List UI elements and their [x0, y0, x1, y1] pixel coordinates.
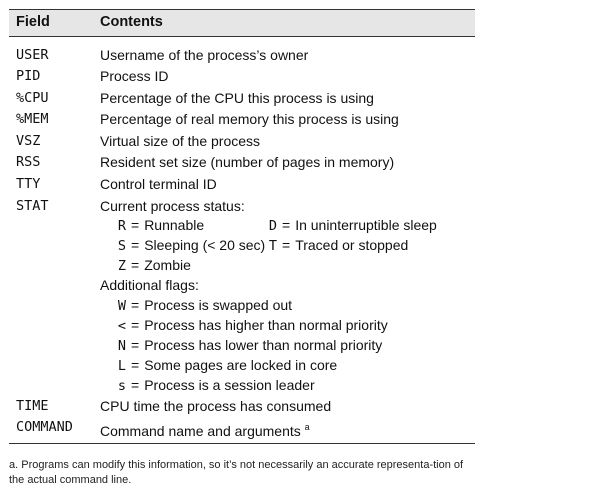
status-desc: Traced or stopped [295, 237, 409, 253]
table-row: COMMAND Command name and arguments a [9, 417, 475, 439]
field-contents: Username of the process’s owner [100, 47, 309, 63]
field-contents: CPU time the process has consumed [100, 398, 332, 414]
status-line: Z = Zombie [9, 255, 475, 275]
status-code: S [117, 238, 127, 254]
field-name: %MEM [16, 111, 49, 127]
flag-entry: W = Process is swapped out [115, 295, 292, 316]
status-code: R [117, 218, 127, 234]
flags-label: Additional flags: [100, 277, 199, 293]
flag-line: s = Process is a session leader [9, 375, 475, 395]
status-desc: Runnable [144, 217, 205, 233]
flag-entry: s = Process is a session leader [115, 375, 315, 396]
footnote-text: Programs can modify this information, so… [9, 459, 464, 486]
ps-fields-table: Field Contents USER Username of the proc… [9, 9, 475, 445]
status-line: S = Sleeping (< 20 sec) T = Traced or stoppe… [9, 235, 475, 255]
field-name: RSS [16, 154, 41, 170]
field-contents: Control terminal ID [100, 176, 217, 192]
flag-entry: < = Process has higher than normal priorit… [115, 315, 388, 336]
table-row: RSS Resident set size (number of pages i… [9, 152, 475, 172]
flag-line: L = Some pages are locked in core [9, 355, 475, 375]
table-row: TIME CPU time the process has consumed [9, 396, 475, 416]
status-entry: D = In uninterruptible sleep [266, 215, 437, 236]
status-code: T [268, 238, 278, 254]
field-name: %CPU [16, 90, 49, 106]
flag-desc: Some pages are locked in core [144, 357, 338, 373]
flag-line: N = Process has lower than normal priority [9, 335, 475, 355]
status-desc: Sleeping (< 20 sec) [144, 237, 266, 253]
footnote-marker: a [304, 422, 310, 432]
flag-desc: Process has lower than normal priority [144, 337, 383, 353]
flag-desc: Process is a session leader [144, 377, 315, 393]
flag-code: W [117, 298, 127, 314]
status-entry: Z = Zombie [115, 255, 191, 276]
table-row: VSZ Virtual size of the process [9, 131, 475, 151]
field-name: PID [16, 68, 41, 84]
flag-desc: Process is swapped out [144, 297, 293, 313]
field-name: TTY [16, 176, 41, 192]
flag-code: L [117, 358, 127, 374]
flag-line: < = Process has higher than normal priorit… [9, 315, 475, 335]
footnote-label: a. [9, 459, 19, 471]
table-header: Field Contents [9, 10, 475, 37]
field-name: VSZ [16, 133, 41, 149]
status-entry: R = Runnable [115, 215, 204, 236]
field-contents: Percentage of real memory this process i… [100, 111, 399, 127]
header-contents: Contents [100, 14, 163, 31]
flags-heading-row: Additional flags: [9, 275, 475, 295]
field-contents: Virtual size of the process [100, 133, 261, 149]
flag-code: < [117, 318, 127, 334]
field-contents: Process ID [100, 68, 169, 84]
field-contents: Resident set size (number of pages in me… [100, 154, 395, 170]
table-row: TTY Control terminal ID [9, 174, 475, 194]
command-contents-text: Command name and arguments [100, 423, 301, 439]
table-row: STAT Current process status: [9, 196, 475, 216]
flag-desc: Process has higher than normal priority [144, 317, 388, 333]
status-entry: T = Traced or stopped [266, 235, 408, 256]
table-row: USER Username of the process’s owner [9, 45, 475, 65]
field-contents: Command name and arguments a [100, 417, 310, 441]
status-line: R = Runnable D = In uninterruptible sleep [9, 215, 475, 235]
status-entry: S = Sleeping (< 20 sec) [115, 235, 265, 256]
status-desc: In uninterruptible sleep [295, 217, 437, 233]
flag-code: s [117, 378, 127, 394]
flag-line: W = Process is swapped out [9, 295, 475, 315]
flag-entry: L = Some pages are locked in core [115, 355, 337, 376]
field-name: COMMAND [16, 419, 73, 435]
field-name: TIME [16, 398, 49, 414]
header-rule [9, 36, 475, 38]
status-code: D [268, 218, 278, 234]
top-rule [9, 9, 475, 11]
field-contents: Percentage of the CPU this process is us… [100, 90, 374, 106]
field-name: STAT [16, 198, 49, 214]
header-field: Field [16, 14, 50, 31]
flag-entry: N = Process has lower than normal priority [115, 335, 382, 356]
table-row: %CPU Percentage of the CPU this process … [9, 88, 475, 108]
table-row: %MEM Percentage of real memory this proc… [9, 109, 475, 129]
table-row: PID Process ID [9, 66, 475, 86]
status-desc: Zombie [144, 257, 191, 273]
footnote: a. Programs can modify this information,… [9, 458, 479, 488]
status-code: Z [117, 258, 127, 274]
field-contents: Current process status: [100, 198, 245, 214]
bottom-rule [9, 443, 475, 445]
flag-code: N [117, 338, 127, 354]
field-name: USER [16, 47, 49, 63]
